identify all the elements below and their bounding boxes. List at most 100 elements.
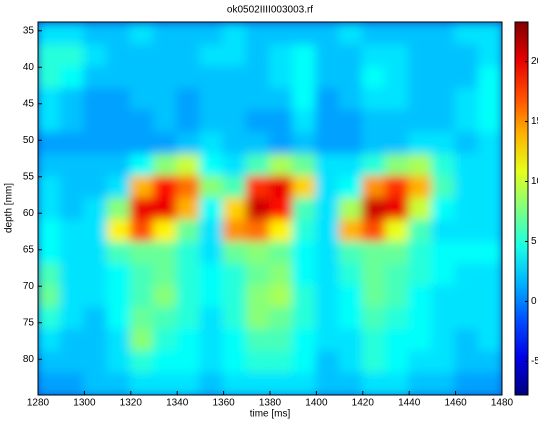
heatmap-cell <box>37 132 62 156</box>
heatmap-cell <box>176 285 201 309</box>
heatmap-cell <box>37 241 62 265</box>
heatmap-cell <box>292 66 317 90</box>
colorbar-tick-label: 15 <box>531 116 538 127</box>
heatmap-cell <box>130 373 155 397</box>
heatmap-cell <box>478 22 503 46</box>
colorbar-tick-label: 20 <box>531 56 538 67</box>
heatmap-cell <box>292 198 317 222</box>
heatmap-cell <box>83 154 108 178</box>
heatmap-cell <box>176 220 201 244</box>
heatmap-cell <box>455 132 480 156</box>
heatmap-cell <box>385 263 410 287</box>
heatmap-cell <box>292 263 317 287</box>
heatmap-cell <box>339 110 364 134</box>
heatmap-cell <box>362 198 387 222</box>
heatmap-cell <box>269 373 294 397</box>
heatmap-cell <box>339 198 364 222</box>
heatmap-cell <box>269 307 294 331</box>
heatmap-cell <box>408 88 433 112</box>
colorbar-tick-label: -5 <box>531 356 538 367</box>
heatmap-cell <box>408 132 433 156</box>
heatmap-cell <box>478 88 503 112</box>
x-tick-label: 1320 <box>120 398 143 409</box>
heatmap-cell <box>130 22 155 46</box>
heatmap-cell <box>315 132 340 156</box>
x-tick-label: 1460 <box>444 398 467 409</box>
heatmap-cell <box>83 373 108 397</box>
heatmap-cell <box>315 241 340 265</box>
heatmap-cell <box>130 110 155 134</box>
heatmap-cell <box>199 285 224 309</box>
heatmap-cell <box>315 44 340 68</box>
heatmap-cell <box>107 198 132 222</box>
heatmap-cell <box>223 329 248 353</box>
heatmap-cell <box>455 176 480 200</box>
heatmap-cell <box>478 66 503 90</box>
x-tick-label: 1300 <box>73 398 96 409</box>
y-tick-label: 55 <box>23 171 35 182</box>
heatmap-cell <box>408 154 433 178</box>
heatmap-cell <box>223 88 248 112</box>
heatmap-cell <box>315 220 340 244</box>
heatmap-cell <box>478 307 503 331</box>
heatmap-cell <box>153 351 178 375</box>
heatmap-cell <box>107 44 132 68</box>
heatmap-cell <box>292 307 317 331</box>
heatmap-cell <box>107 66 132 90</box>
heatmap-cell <box>478 132 503 156</box>
heatmap-cell <box>37 66 62 90</box>
heatmap-cell <box>408 285 433 309</box>
heatmap-cell <box>269 263 294 287</box>
heatmap-cell <box>455 154 480 178</box>
heatmap-cell <box>292 132 317 156</box>
heatmap-cell <box>199 329 224 353</box>
heatmap-cell <box>246 373 271 397</box>
heatmap-cell <box>60 285 85 309</box>
colorbar <box>515 22 528 395</box>
heatmap-cell <box>37 307 62 331</box>
heatmap-cell <box>246 66 271 90</box>
heatmap-cell <box>176 263 201 287</box>
heatmap-cell <box>455 110 480 134</box>
heatmap-cell <box>385 154 410 178</box>
heatmap-cell <box>362 110 387 134</box>
heatmap-cell <box>292 22 317 46</box>
heatmap-cell <box>362 176 387 200</box>
heatmap-cell <box>431 132 456 156</box>
heatmap-cell <box>339 241 364 265</box>
heatmap-cell <box>292 154 317 178</box>
heatmap-cell <box>199 220 224 244</box>
heatmap-cell <box>223 220 248 244</box>
heatmap-cell <box>199 154 224 178</box>
heatmap-cell <box>130 241 155 265</box>
heatmap-cell <box>176 329 201 353</box>
heatmap-cell <box>107 110 132 134</box>
heatmap-cell <box>269 285 294 309</box>
heatmap-cell <box>176 110 201 134</box>
heatmap-cell <box>60 220 85 244</box>
heatmap-cell <box>223 154 248 178</box>
heatmap-cell <box>385 44 410 68</box>
heatmap-cell <box>107 307 132 331</box>
heatmap-cell <box>83 329 108 353</box>
heatmap-cell <box>431 88 456 112</box>
heatmap-cell <box>292 220 317 244</box>
heatmap-cell <box>339 154 364 178</box>
heatmap-cell <box>292 351 317 375</box>
heatmap-cell <box>339 44 364 68</box>
heatmap-cell <box>269 176 294 200</box>
heatmap-cell <box>292 241 317 265</box>
heatmap-cell <box>478 241 503 265</box>
heatmap-cell <box>60 66 85 90</box>
heatmap-cell <box>83 44 108 68</box>
heatmap-cell <box>223 176 248 200</box>
heatmap-cell <box>153 22 178 46</box>
heatmap-cell <box>362 22 387 46</box>
heatmap-cell <box>130 263 155 287</box>
heatmap-cell <box>292 88 317 112</box>
heatmap-cell <box>130 285 155 309</box>
heatmap-cell <box>455 198 480 222</box>
heatmap-cell <box>385 220 410 244</box>
heatmap-cell <box>246 329 271 353</box>
heatmap-cell <box>37 22 62 46</box>
